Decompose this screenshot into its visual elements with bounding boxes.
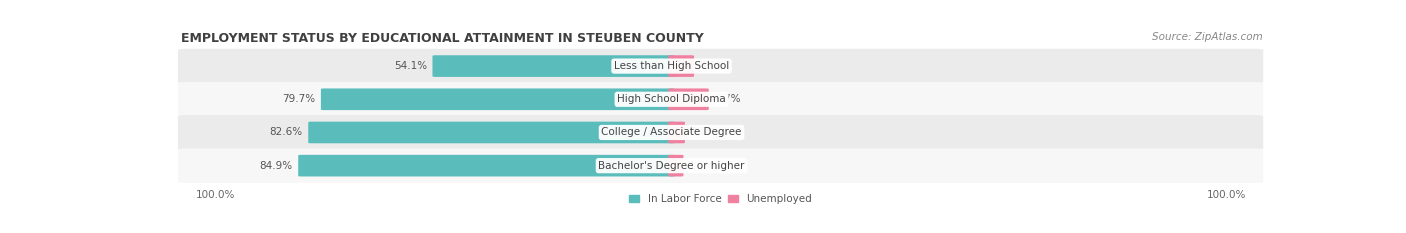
Text: 54.1%: 54.1% <box>394 61 427 71</box>
FancyBboxPatch shape <box>668 55 695 77</box>
Text: 79.7%: 79.7% <box>283 94 315 104</box>
FancyBboxPatch shape <box>668 122 685 143</box>
Text: College / Associate Degree: College / Associate Degree <box>602 127 742 137</box>
Text: Source: ZipAtlas.com: Source: ZipAtlas.com <box>1153 31 1263 41</box>
FancyBboxPatch shape <box>179 82 1263 116</box>
Text: 84.9%: 84.9% <box>260 161 292 171</box>
FancyBboxPatch shape <box>179 148 1263 183</box>
FancyBboxPatch shape <box>433 55 675 77</box>
Text: 3.8%: 3.8% <box>700 61 725 71</box>
Text: 82.6%: 82.6% <box>270 127 302 137</box>
FancyBboxPatch shape <box>668 155 683 176</box>
Legend: In Labor Force, Unemployed: In Labor Force, Unemployed <box>628 194 813 204</box>
Text: 1.7%: 1.7% <box>689 161 716 171</box>
Text: Bachelor's Degree or higher: Bachelor's Degree or higher <box>599 161 745 171</box>
FancyBboxPatch shape <box>179 49 1263 83</box>
Text: 100.0%: 100.0% <box>1206 190 1246 200</box>
Text: 100.0%: 100.0% <box>195 190 235 200</box>
FancyBboxPatch shape <box>321 89 675 110</box>
FancyBboxPatch shape <box>308 122 675 143</box>
FancyBboxPatch shape <box>179 115 1263 150</box>
FancyBboxPatch shape <box>668 89 709 110</box>
Text: Less than High School: Less than High School <box>614 61 730 71</box>
Text: EMPLOYMENT STATUS BY EDUCATIONAL ATTAINMENT IN STEUBEN COUNTY: EMPLOYMENT STATUS BY EDUCATIONAL ATTAINM… <box>181 31 704 45</box>
Text: High School Diploma: High School Diploma <box>617 94 725 104</box>
FancyBboxPatch shape <box>298 155 675 176</box>
Text: 6.7%: 6.7% <box>714 94 741 104</box>
Text: 2.0%: 2.0% <box>690 127 717 137</box>
